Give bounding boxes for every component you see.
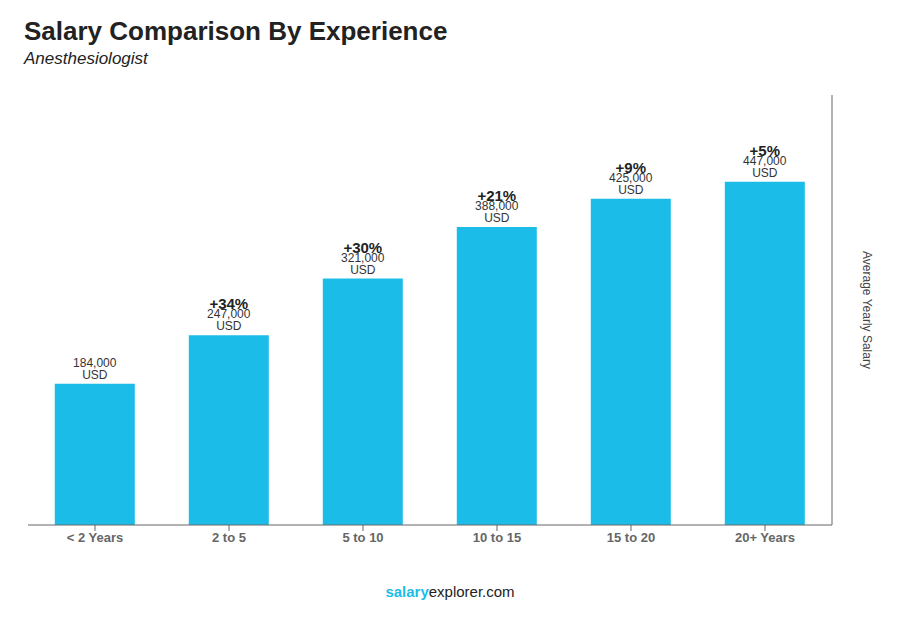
svg-text:+5%: +5%: [750, 142, 780, 159]
svg-text:10 to 15: 10 to 15: [473, 530, 521, 545]
svg-text:+30%: +30%: [343, 239, 382, 256]
svg-text:Average Yearly Salary: Average Yearly Salary: [860, 251, 874, 369]
svg-text:+34%: +34%: [209, 295, 248, 312]
svg-text:184,000USD: 184,000USD: [73, 356, 117, 382]
svg-text:5 to 10: 5 to 10: [342, 530, 383, 545]
svg-text:2 to 5: 2 to 5: [212, 530, 246, 545]
svg-text:+9%: +9%: [616, 159, 646, 176]
svg-text:+21%: +21%: [477, 187, 516, 204]
svg-text:20+ Years: 20+ Years: [735, 530, 795, 545]
svg-text:< 2 Years: < 2 Years: [67, 530, 124, 545]
svg-text:15 to 20: 15 to 20: [607, 530, 655, 545]
